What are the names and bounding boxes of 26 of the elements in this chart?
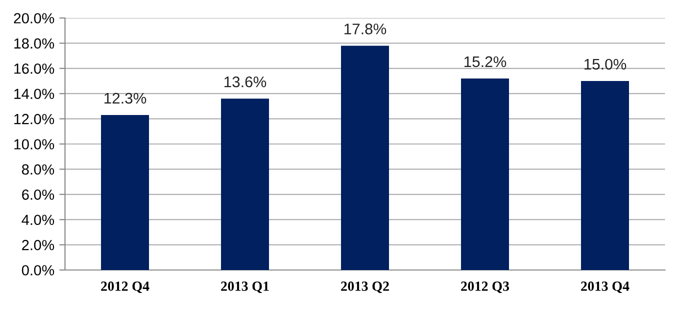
y-tick-label: 2.0% [22,240,54,250]
y-tick-label: 0.0% [22,265,54,276]
y-tick-label: 12.0% [14,114,54,124]
data-label: 17.8% [344,24,386,34]
data-label: 13.6% [224,76,266,88]
y-tick-label: 6.0% [22,190,54,200]
bar [461,78,509,270]
data-label: 15.0% [584,58,626,70]
x-tick-label: 2013 Q1 [221,282,269,293]
x-tick-label: 2013 Q2 [341,282,389,293]
y-tick-label: 14.0% [14,88,54,100]
bar [221,98,269,270]
data-label: 15.2% [464,56,506,68]
bar [101,115,149,270]
y-tick-label: 4.0% [22,214,54,226]
y-tick-label: 8.0% [22,164,54,175]
y-tick-label: 10.0% [14,139,54,150]
x-tick-label: 2012 Q3 [461,282,510,293]
y-tick-label: 20.0% [14,13,54,24]
x-tick-label: 2012 Q4 [101,282,150,293]
data-label: 12.3% [104,92,146,104]
bar [581,81,629,270]
bar [341,46,389,270]
x-tick-label: 2013 Q4 [581,282,630,293]
y-tick-label: 18.0% [14,38,54,49]
y-tick-label: 16.0% [14,64,54,74]
